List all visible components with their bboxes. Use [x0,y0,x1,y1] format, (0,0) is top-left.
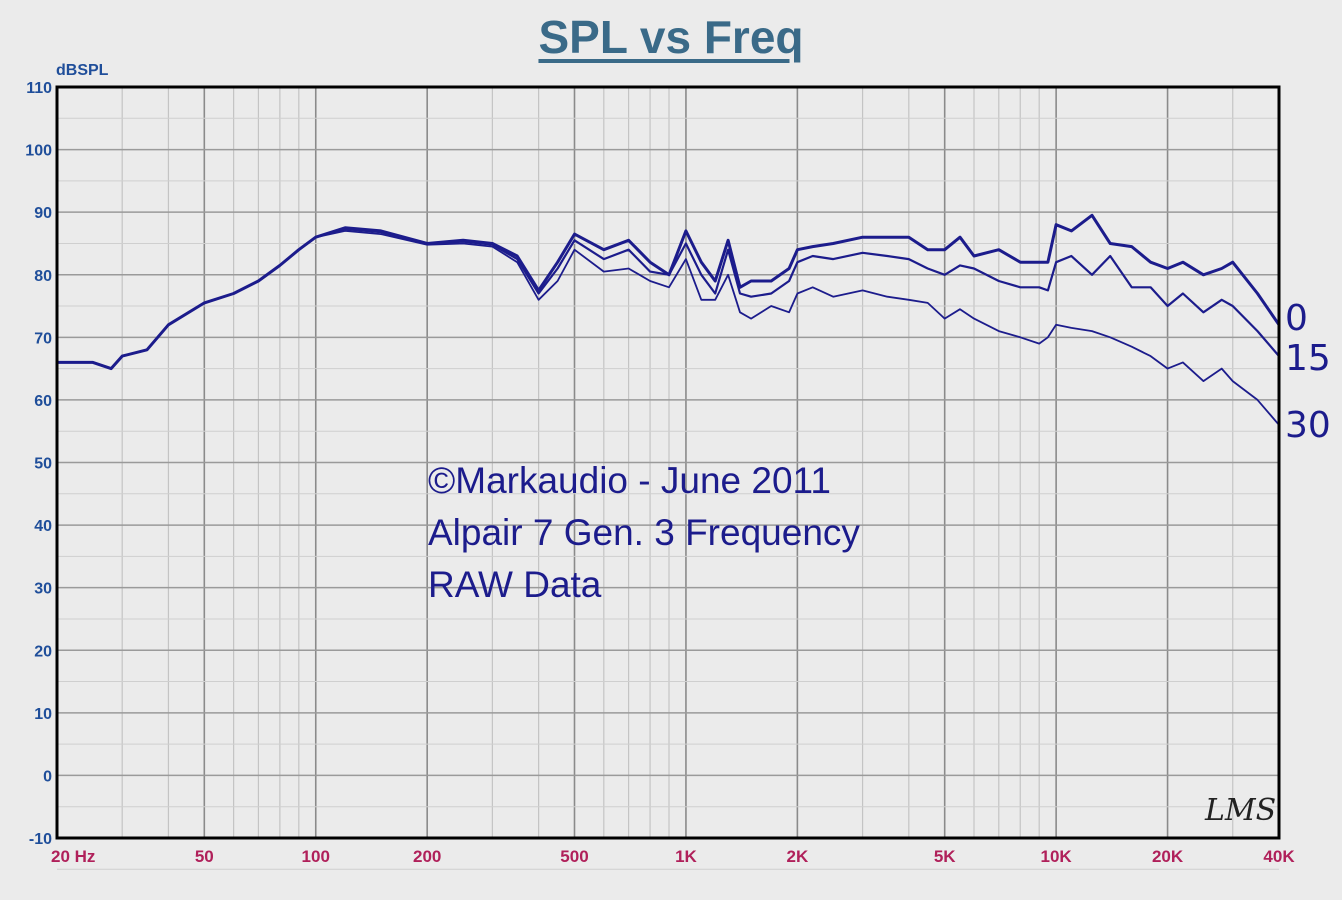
x-tick-label: 200 [413,847,441,866]
x-tick-label: 500 [560,847,588,866]
y-tick-label: -10 [29,831,52,848]
series-label-0: 0 [1285,298,1308,339]
series-line-15 [57,228,1280,370]
plot-frame [55,85,1281,840]
y-tick-label: 0 [43,768,52,785]
series-label-30: 30 [1285,405,1331,446]
annotation-model: Alpair 7 Gen. 3 Frequency [428,512,860,553]
x-tick-label: 40K [1263,847,1295,866]
x-tick-label: 20K [1152,847,1184,866]
x-tick-label: 100 [302,847,330,866]
y-tick-label: 70 [34,330,52,347]
y-tick-label: 100 [25,143,52,160]
y-tick-label: 30 [34,581,52,598]
y-tick-label: 90 [34,205,52,222]
x-tick-label: 5K [934,847,956,866]
series-line-30 [57,230,1280,426]
y-tick-label: 50 [34,456,52,473]
y-tick-label: 40 [34,518,52,535]
y-tick-label: 10 [34,706,52,723]
annotation-raw: RAW Data [428,564,602,605]
y-tick-label: 80 [34,268,52,285]
y-tick-label: 110 [26,80,52,97]
lms-logo: LMS [1204,793,1276,828]
annotation-copyright: ©Markaudio - June 2011 [428,460,831,501]
chart-title: SPL vs Freq [538,11,804,63]
y-axis-label: dBSPL [56,62,109,79]
series-label-15: 15 [1285,338,1331,379]
x-tick-label: 2K [787,847,809,866]
x-tick-label: 1K [675,847,697,866]
y-tick-label: 20 [34,643,52,660]
x-tick-label: 20 Hz [51,847,95,866]
y-tick-label: 60 [34,393,52,410]
x-tick-label: 10K [1041,847,1073,866]
x-tick-label: 50 [195,847,214,866]
series-line-0 [57,213,1281,371]
